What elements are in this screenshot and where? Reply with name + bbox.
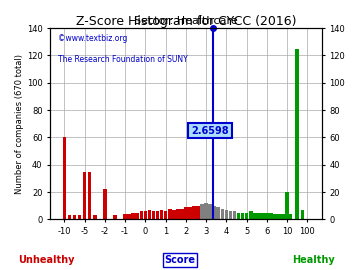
Bar <box>204 203 208 220</box>
Bar <box>93 215 96 220</box>
Bar <box>212 206 216 220</box>
Bar <box>296 49 299 220</box>
Bar <box>73 215 76 220</box>
Bar <box>83 172 86 220</box>
Text: Score: Score <box>165 255 195 265</box>
Bar <box>123 214 127 220</box>
Bar <box>233 211 236 220</box>
Bar <box>265 212 269 220</box>
Bar <box>216 207 220 220</box>
Bar <box>301 210 304 220</box>
Bar <box>200 204 204 220</box>
Text: Sector: Healthcare: Sector: Healthcare <box>134 16 238 26</box>
Bar <box>208 204 212 220</box>
Bar <box>180 208 184 220</box>
Bar <box>103 189 107 220</box>
Bar <box>152 211 155 220</box>
Bar <box>221 208 224 220</box>
Bar <box>144 211 147 220</box>
Bar <box>156 211 159 220</box>
Bar <box>196 206 200 220</box>
Bar <box>281 214 285 220</box>
Bar <box>172 210 176 220</box>
Bar <box>188 207 192 220</box>
Bar <box>184 207 188 220</box>
Bar <box>249 211 252 220</box>
Bar <box>68 215 71 220</box>
Bar <box>176 208 180 220</box>
Bar <box>253 212 257 220</box>
Bar <box>131 212 135 220</box>
Bar <box>113 215 117 220</box>
Bar <box>225 210 228 220</box>
Text: 2.6598: 2.6598 <box>191 126 229 136</box>
Y-axis label: Number of companies (670 total): Number of companies (670 total) <box>15 54 24 194</box>
Bar <box>288 214 292 220</box>
Text: ©www.textbiz.org: ©www.textbiz.org <box>58 34 128 43</box>
Bar <box>257 212 261 220</box>
Bar <box>245 212 248 220</box>
Bar <box>135 212 139 220</box>
Bar <box>164 211 167 220</box>
Bar <box>269 212 273 220</box>
Bar <box>88 172 91 220</box>
Bar <box>160 210 163 220</box>
Text: Healthy: Healthy <box>292 255 334 265</box>
Bar <box>168 208 171 220</box>
Bar <box>140 211 143 220</box>
Bar <box>148 210 151 220</box>
Bar <box>229 211 232 220</box>
Bar <box>237 212 240 220</box>
Text: Unhealthy: Unhealthy <box>19 255 75 265</box>
Title: Z-Score Histogram for CYCC (2016): Z-Score Histogram for CYCC (2016) <box>76 15 296 28</box>
Bar <box>78 215 81 220</box>
Bar <box>192 206 196 220</box>
Text: The Research Foundation of SUNY: The Research Foundation of SUNY <box>58 55 188 64</box>
Bar <box>261 212 265 220</box>
Bar <box>241 212 244 220</box>
Bar <box>127 214 131 220</box>
Bar <box>63 137 66 220</box>
Bar <box>277 214 281 220</box>
Bar <box>273 214 277 220</box>
Bar <box>285 192 289 220</box>
